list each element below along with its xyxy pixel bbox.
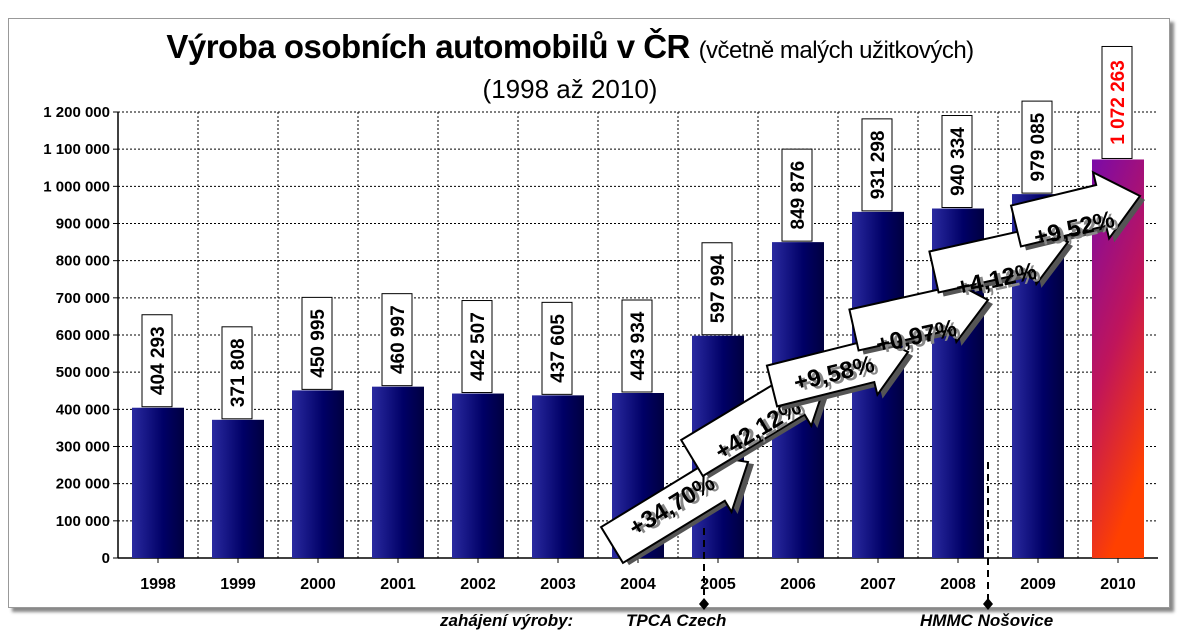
x-tick-label: 2003 [540,576,576,593]
y-tick-label: 600 000 [56,327,110,344]
production-start-diamond [699,598,709,610]
data-label-2008: 940 334 [948,127,969,196]
x-tick-label: 2010 [1100,576,1136,593]
y-tick-label: 700 000 [56,290,110,307]
x-tick-label: 2000 [300,576,336,593]
data-label-box [1101,45,1133,159]
x-tick-label: 1999 [220,576,256,593]
x-tick-label: 2008 [940,576,976,593]
data-label-2005: 597 994 [708,254,729,323]
x-tick-label: 2007 [860,576,896,593]
bar-1998 [132,407,184,558]
data-label-box [221,326,253,420]
chart-title-main: Výroba osobních automobilů v ČR [166,28,690,65]
bar-2000 [292,390,344,558]
x-tick-label: 2005 [700,576,736,593]
x-tick-label: 2004 [620,576,656,593]
chart-subtitle: (včetně malých užitkových) [698,37,975,64]
data-label-box [301,296,333,390]
data-label-box [141,314,173,408]
chart-title: Výroba osobních automobilů v ČR (včetně … [0,28,1140,66]
y-tick-label: 200 000 [56,476,110,493]
production-start-label: zahájení výroby: [440,611,574,630]
hmmc-label: HMMC Nošovice [920,611,1054,630]
y-tick-label: 500 000 [56,364,110,381]
data-label-2000: 450 995 [308,309,329,378]
growth-arrow [1009,170,1146,251]
production-start-diamond [983,598,993,610]
data-label-2007: 931 298 [868,131,889,200]
y-tick-label: 0 [102,550,110,567]
data-label-box [1021,100,1053,194]
data-label-2001: 460 997 [388,305,409,374]
data-label-2004: 443 934 [628,311,649,380]
data-label-1998: 404 293 [148,326,169,395]
data-label-box [541,301,573,395]
y-tick-label: 1 200 000 [43,104,110,121]
bar-1999 [212,419,264,558]
bar-2003 [532,395,584,558]
y-tick-label: 1 100 000 [43,141,110,158]
x-tick-label: 2006 [780,576,816,593]
data-label-box [861,118,893,212]
data-label-box [461,300,493,394]
y-tick-label: 100 000 [56,513,110,530]
data-label-2003: 437 605 [548,314,569,383]
data-label-box [381,293,413,387]
growth-arrow-body [1009,170,1142,248]
y-tick-label: 400 000 [56,401,110,418]
data-label-box [781,148,813,242]
x-tick-label: 2002 [460,576,496,593]
tpca-label: TPCA Czech [626,611,727,630]
data-label-box [621,299,653,393]
chart-period: (1998 až 2010) [482,74,658,104]
data-label-2010: 1 072 263 [1108,60,1129,145]
y-tick-label: 1 000 000 [43,178,110,195]
x-tick-label: 2001 [380,576,416,593]
bar-2001 [372,386,424,558]
y-tick-label: 800 000 [56,253,110,270]
data-label-2009: 979 085 [1028,112,1049,181]
bar-2002 [452,393,504,558]
x-tick-label: 1998 [140,576,176,593]
y-tick-label: 300 000 [56,439,110,456]
y-tick-label: 900 000 [56,216,110,233]
data-label-2002: 442 507 [468,312,489,381]
data-label-box [941,115,973,209]
data-label-box [701,242,733,336]
data-label-1999: 371 808 [228,338,249,407]
data-label-2006: 849 876 [788,161,809,230]
x-tick-label: 2009 [1020,576,1056,593]
